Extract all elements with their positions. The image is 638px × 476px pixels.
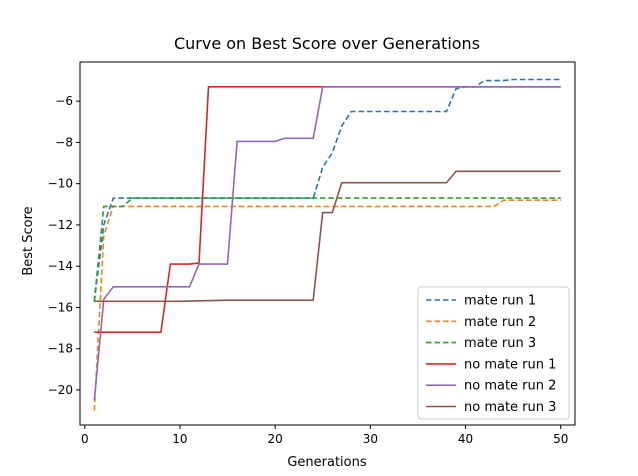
x-tick-label: 40 — [458, 432, 473, 446]
legend-label: mate run 2 — [464, 315, 536, 330]
y-tick-label: −20 — [48, 383, 73, 397]
series-line-3 — [93, 197, 561, 302]
y-tick-label: −12 — [48, 218, 73, 232]
legend-label: no mate run 2 — [464, 379, 556, 394]
series-layer — [93, 78, 561, 411]
series-line-1 — [93, 78, 561, 302]
legend-label: no mate run 3 — [464, 400, 556, 415]
x-tick-label: 0 — [81, 432, 89, 446]
x-axis-ticks: 0 10 20 30 40 50 — [81, 425, 568, 446]
x-tick-label: 20 — [268, 432, 283, 446]
y-tick-label: −18 — [48, 342, 73, 356]
series-line-5 — [93, 86, 561, 401]
plot-area-frame — [79, 61, 576, 426]
x-axis-label: Generations — [287, 455, 367, 470]
x-tick-label: 50 — [553, 432, 568, 446]
chart-title: Curve on Best Score over Generations — [174, 34, 480, 53]
y-tick-label: −16 — [48, 300, 73, 314]
x-tick-label: 30 — [363, 432, 378, 446]
legend: mate run 1 mate run 2 mate run 3 no mate ru… — [417, 286, 570, 420]
x-tick-label: 10 — [172, 432, 187, 446]
y-tick-label: −10 — [48, 177, 73, 191]
y-tick-label: −14 — [48, 259, 73, 273]
legend-label: no mate run 1 — [464, 357, 556, 372]
y-tick-label: −8 — [55, 135, 73, 149]
y-axis-ticks: −20 −18 −16 −14 −12 −10 −8 −6 — [48, 94, 80, 397]
series-line-6 — [94, 170, 561, 303]
y-tick-label: −6 — [55, 94, 73, 108]
legend-label: mate run 3 — [464, 336, 536, 351]
legend-label: mate run 1 — [464, 294, 536, 309]
y-axis-label: Best Score — [21, 206, 36, 275]
series-line-2 — [93, 199, 561, 411]
